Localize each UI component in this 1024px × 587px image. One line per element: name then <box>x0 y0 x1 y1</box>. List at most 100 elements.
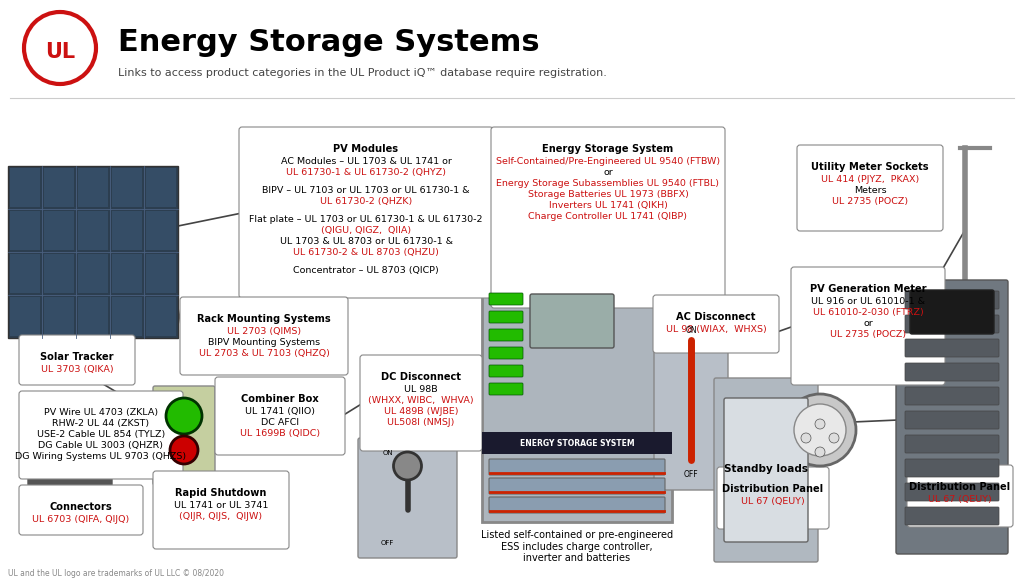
FancyBboxPatch shape <box>112 297 142 336</box>
Text: Listed self-contained or pre-engineered
ESS includes charge controller,
inverter: Listed self-contained or pre-engineered … <box>481 530 673 563</box>
FancyBboxPatch shape <box>215 377 345 455</box>
Text: UL 1741 or UL 3741: UL 1741 or UL 3741 <box>174 501 268 510</box>
FancyBboxPatch shape <box>791 267 945 385</box>
FancyBboxPatch shape <box>724 398 808 542</box>
Text: UL 414 (PJYZ,  PKAX): UL 414 (PJYZ, PKAX) <box>821 175 920 184</box>
Text: ON: ON <box>685 326 696 335</box>
FancyBboxPatch shape <box>905 387 999 405</box>
FancyBboxPatch shape <box>112 168 142 207</box>
Text: Distribution Panel: Distribution Panel <box>909 482 1011 492</box>
FancyBboxPatch shape <box>905 459 999 477</box>
Text: UL508I (NMSJ): UL508I (NMSJ) <box>387 418 455 427</box>
Text: RHW-2 UL 44 (ZKST): RHW-2 UL 44 (ZKST) <box>52 419 150 428</box>
Text: Utility Meter Sockets: Utility Meter Sockets <box>811 162 929 172</box>
Text: or: or <box>603 168 613 177</box>
FancyBboxPatch shape <box>797 145 943 231</box>
Text: PV Modules: PV Modules <box>334 144 398 154</box>
Circle shape <box>166 398 202 434</box>
Text: UL 2703 & UL 7103 (QHZQ): UL 2703 & UL 7103 (QHZQ) <box>199 349 330 358</box>
Text: UL 1699B (QIDC): UL 1699B (QIDC) <box>240 429 321 438</box>
Text: (WHXX, WIBC,  WHVA): (WHXX, WIBC, WHVA) <box>369 396 474 405</box>
FancyBboxPatch shape <box>905 339 999 357</box>
Text: or: or <box>863 319 872 328</box>
FancyBboxPatch shape <box>44 297 74 336</box>
FancyBboxPatch shape <box>146 297 176 336</box>
FancyBboxPatch shape <box>489 478 665 494</box>
Text: Concentrator – UL 8703 (QICP): Concentrator – UL 8703 (QICP) <box>293 266 439 275</box>
Text: DG Cable UL 3003 (QHZR): DG Cable UL 3003 (QHZR) <box>39 441 164 450</box>
FancyBboxPatch shape <box>654 308 728 490</box>
FancyBboxPatch shape <box>19 335 135 385</box>
FancyBboxPatch shape <box>10 168 40 207</box>
FancyBboxPatch shape <box>905 315 999 333</box>
FancyBboxPatch shape <box>78 297 108 336</box>
FancyBboxPatch shape <box>8 166 178 338</box>
Circle shape <box>815 447 825 457</box>
Text: AC Modules – UL 1703 & UL 1741 or: AC Modules – UL 1703 & UL 1741 or <box>281 157 452 166</box>
Circle shape <box>393 452 422 480</box>
Text: BIPV Mounting Systems: BIPV Mounting Systems <box>208 338 321 347</box>
FancyBboxPatch shape <box>360 355 482 451</box>
Text: Meters: Meters <box>854 186 887 195</box>
FancyBboxPatch shape <box>78 168 108 207</box>
Circle shape <box>801 433 811 443</box>
FancyBboxPatch shape <box>907 465 1013 527</box>
Text: UL 61730-2 (QHZK): UL 61730-2 (QHZK) <box>319 197 412 206</box>
Text: Links to access product categories in the UL Product iQ™ database require regist: Links to access product categories in th… <box>118 68 607 78</box>
FancyBboxPatch shape <box>28 464 112 486</box>
FancyBboxPatch shape <box>530 294 614 348</box>
FancyBboxPatch shape <box>78 211 108 250</box>
Circle shape <box>829 433 839 443</box>
FancyBboxPatch shape <box>78 254 108 293</box>
FancyBboxPatch shape <box>489 365 523 377</box>
Text: UL 67 (QEUY): UL 67 (QEUY) <box>928 495 992 504</box>
FancyBboxPatch shape <box>653 295 779 353</box>
Text: Charge Controller UL 1741 (QIBP): Charge Controller UL 1741 (QIBP) <box>528 212 687 221</box>
Text: ENERGY STORAGE SYSTEM: ENERGY STORAGE SYSTEM <box>520 438 634 447</box>
Text: DC Disconnect: DC Disconnect <box>381 372 461 382</box>
Circle shape <box>784 394 856 466</box>
FancyBboxPatch shape <box>146 211 176 250</box>
Text: OFF: OFF <box>684 470 698 479</box>
FancyBboxPatch shape <box>44 254 74 293</box>
Text: Connectors: Connectors <box>49 502 113 512</box>
FancyBboxPatch shape <box>905 291 999 309</box>
Text: Distribution Panel: Distribution Panel <box>723 484 823 494</box>
Text: OFF: OFF <box>381 540 394 546</box>
FancyBboxPatch shape <box>489 311 523 323</box>
FancyBboxPatch shape <box>896 280 1008 554</box>
FancyBboxPatch shape <box>44 211 74 250</box>
Text: UL 61730-2 & UL 8703 (QHZU): UL 61730-2 & UL 8703 (QHZU) <box>293 248 439 257</box>
Text: Energy Storage Systems: Energy Storage Systems <box>118 28 540 57</box>
FancyBboxPatch shape <box>19 485 143 535</box>
Text: (QIGU, QIGZ,  QIIA): (QIGU, QIGZ, QIIA) <box>321 226 411 235</box>
Text: UL 98B: UL 98B <box>404 385 438 394</box>
Text: UL: UL <box>45 42 75 62</box>
Text: UL 489B (WJBE): UL 489B (WJBE) <box>384 407 459 416</box>
Text: UL 61010-2-030 (FTRZ): UL 61010-2-030 (FTRZ) <box>813 308 924 317</box>
FancyBboxPatch shape <box>112 211 142 250</box>
FancyBboxPatch shape <box>490 127 725 308</box>
Text: AC Disconnect: AC Disconnect <box>676 312 756 322</box>
FancyBboxPatch shape <box>489 383 523 395</box>
FancyBboxPatch shape <box>10 297 40 336</box>
Circle shape <box>24 12 96 84</box>
Text: Energy Storage Subassemblies UL 9540 (FTBL): Energy Storage Subassemblies UL 9540 (FT… <box>497 179 720 188</box>
Text: UL 61730-1 & UL 61730-2 (QHYZ): UL 61730-1 & UL 61730-2 (QHYZ) <box>286 168 446 177</box>
Text: Storage Batteries UL 1973 (BBFX): Storage Batteries UL 1973 (BBFX) <box>527 190 688 199</box>
Text: Standby loads: Standby loads <box>724 464 808 474</box>
FancyBboxPatch shape <box>905 411 999 429</box>
FancyBboxPatch shape <box>482 282 672 522</box>
FancyBboxPatch shape <box>239 127 493 298</box>
Text: UL 67 (QEUY): UL 67 (QEUY) <box>741 497 805 506</box>
Circle shape <box>170 436 198 464</box>
FancyBboxPatch shape <box>905 435 999 453</box>
FancyBboxPatch shape <box>19 391 183 479</box>
FancyBboxPatch shape <box>112 254 142 293</box>
Circle shape <box>815 419 825 429</box>
FancyBboxPatch shape <box>489 293 523 305</box>
Text: UL 1703 & UL 8703 or UL 61730-1 &: UL 1703 & UL 8703 or UL 61730-1 & <box>280 237 453 246</box>
Text: DG Wiring Systems UL 9703 (QHZS): DG Wiring Systems UL 9703 (QHZS) <box>15 452 186 461</box>
FancyBboxPatch shape <box>717 467 829 529</box>
Text: Solar Tracker: Solar Tracker <box>40 352 114 362</box>
